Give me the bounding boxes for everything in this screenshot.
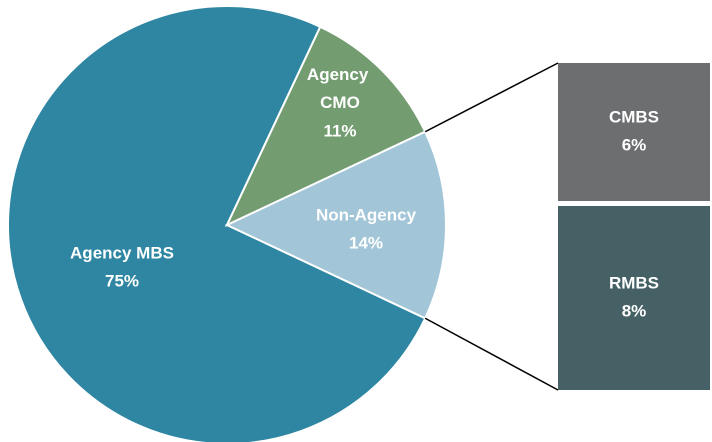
- slice-label-line: Agency: [307, 65, 373, 84]
- pie-slice: [224, 130, 447, 320]
- breakdown-value-label: 6%: [622, 135, 647, 154]
- slice-label: Agency CMO: [307, 65, 373, 112]
- breakdown-label: CMBS: [609, 107, 659, 126]
- slice-value-label: 11%: [323, 121, 356, 140]
- slice-label: Non-Agency: [316, 205, 417, 224]
- connector-line: [424, 317, 559, 391]
- connector-line: [424, 62, 559, 133]
- slice-value-label: 14%: [349, 233, 383, 252]
- slice-label-line: CMO: [320, 93, 360, 112]
- breakdown-bar: [558, 63, 710, 201]
- pie-slice: [224, 25, 427, 228]
- pie-slice: [7, 5, 427, 442]
- breakdown-value-label: 8%: [622, 301, 647, 320]
- slice-value-label: 75%: [105, 271, 139, 290]
- slice-label: Agency MBS: [70, 243, 174, 262]
- breakdown-bar: [558, 206, 710, 390]
- breakdown-label: RMBS: [609, 273, 659, 292]
